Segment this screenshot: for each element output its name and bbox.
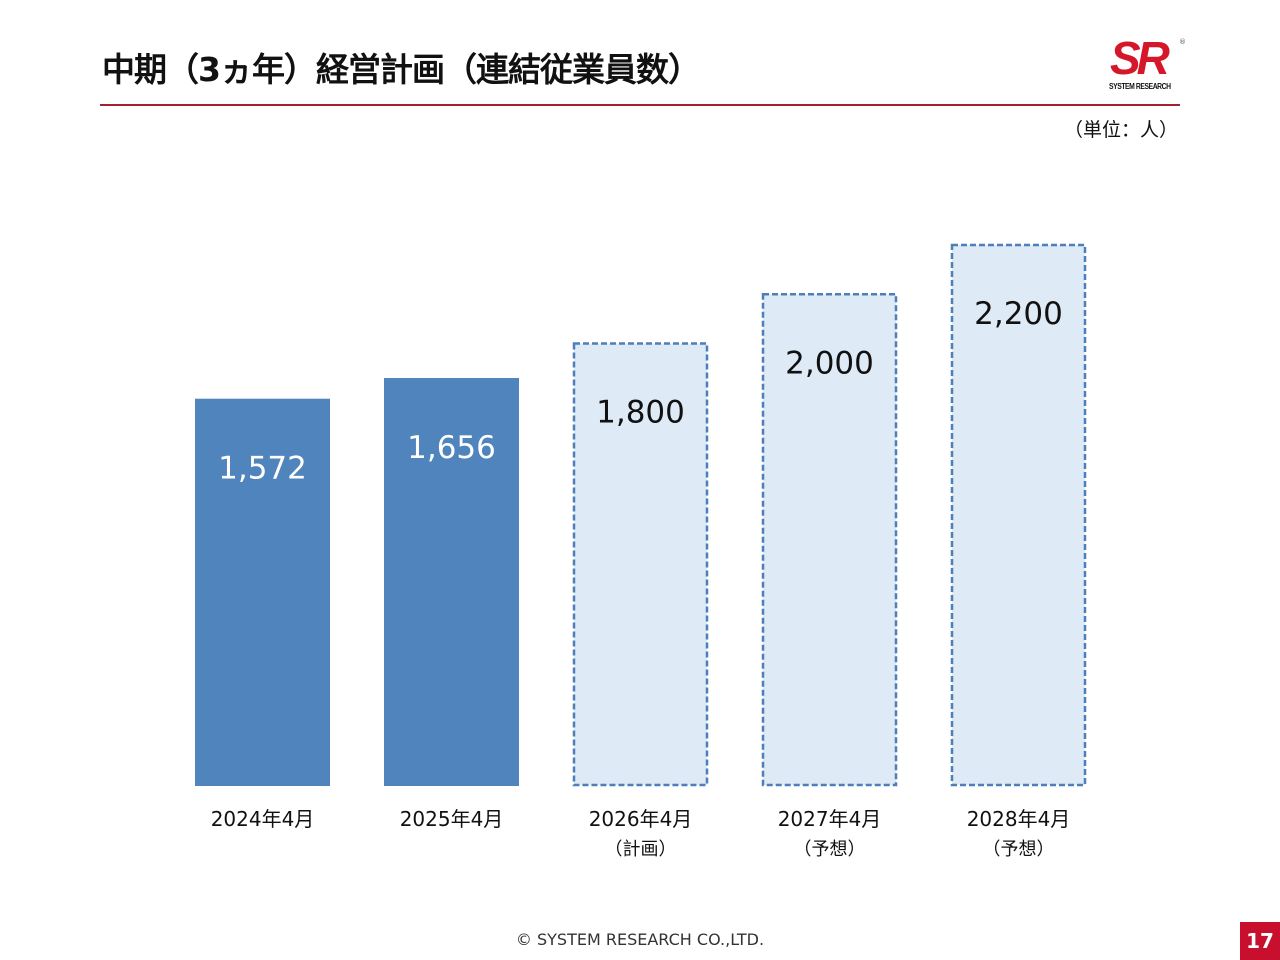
data-label: 1,572 — [218, 451, 307, 487]
data-label: 2,200 — [974, 296, 1063, 332]
bar-2024年4月 — [195, 398, 330, 786]
bar-2027年4月 — [761, 293, 898, 787]
page-number: 17 — [1240, 922, 1280, 960]
company-logo: SR ® SYSTEM RESEARCH — [1106, 32, 1186, 94]
headcount-bar-chart: 1,572 2024年4月 1,656 2025年4月 1,800 2026年4月 （計画）… — [195, 243, 1087, 860]
logo-mark: SR — [1110, 32, 1170, 84]
bar-2026年4月 — [572, 342, 709, 787]
x-tick-label: 2028年4月 — [967, 807, 1071, 831]
registered-mark: ® — [1179, 38, 1186, 46]
title-divider — [100, 104, 1180, 106]
copyright: © SYSTEM RESEARCH CO.,LTD. — [515, 930, 765, 949]
x-tick-label: 2024年4月 — [211, 807, 315, 831]
x-tick-sublabel: （予想） — [794, 839, 866, 860]
x-tick-label: 2027年4月 — [778, 807, 882, 831]
x-tick-sublabel: （計画） — [605, 839, 677, 860]
x-tick-sublabel: （予想） — [983, 839, 1055, 860]
x-tick-label: 2025年4月 — [400, 807, 504, 831]
x-tick-label: 2026年4月 — [589, 807, 693, 831]
bar-2025年4月 — [384, 378, 519, 786]
bar-2028年4月 — [950, 243, 1087, 787]
unit-label: （単位：人） — [1063, 119, 1178, 141]
page-title: 中期（3ヵ年）経営計画（連結従業員数） — [102, 50, 701, 89]
data-label: 1,800 — [596, 395, 685, 431]
data-label: 2,000 — [785, 345, 874, 381]
data-label: 1,656 — [407, 430, 496, 466]
logo-name: SYSTEM RESEARCH — [1109, 82, 1171, 91]
